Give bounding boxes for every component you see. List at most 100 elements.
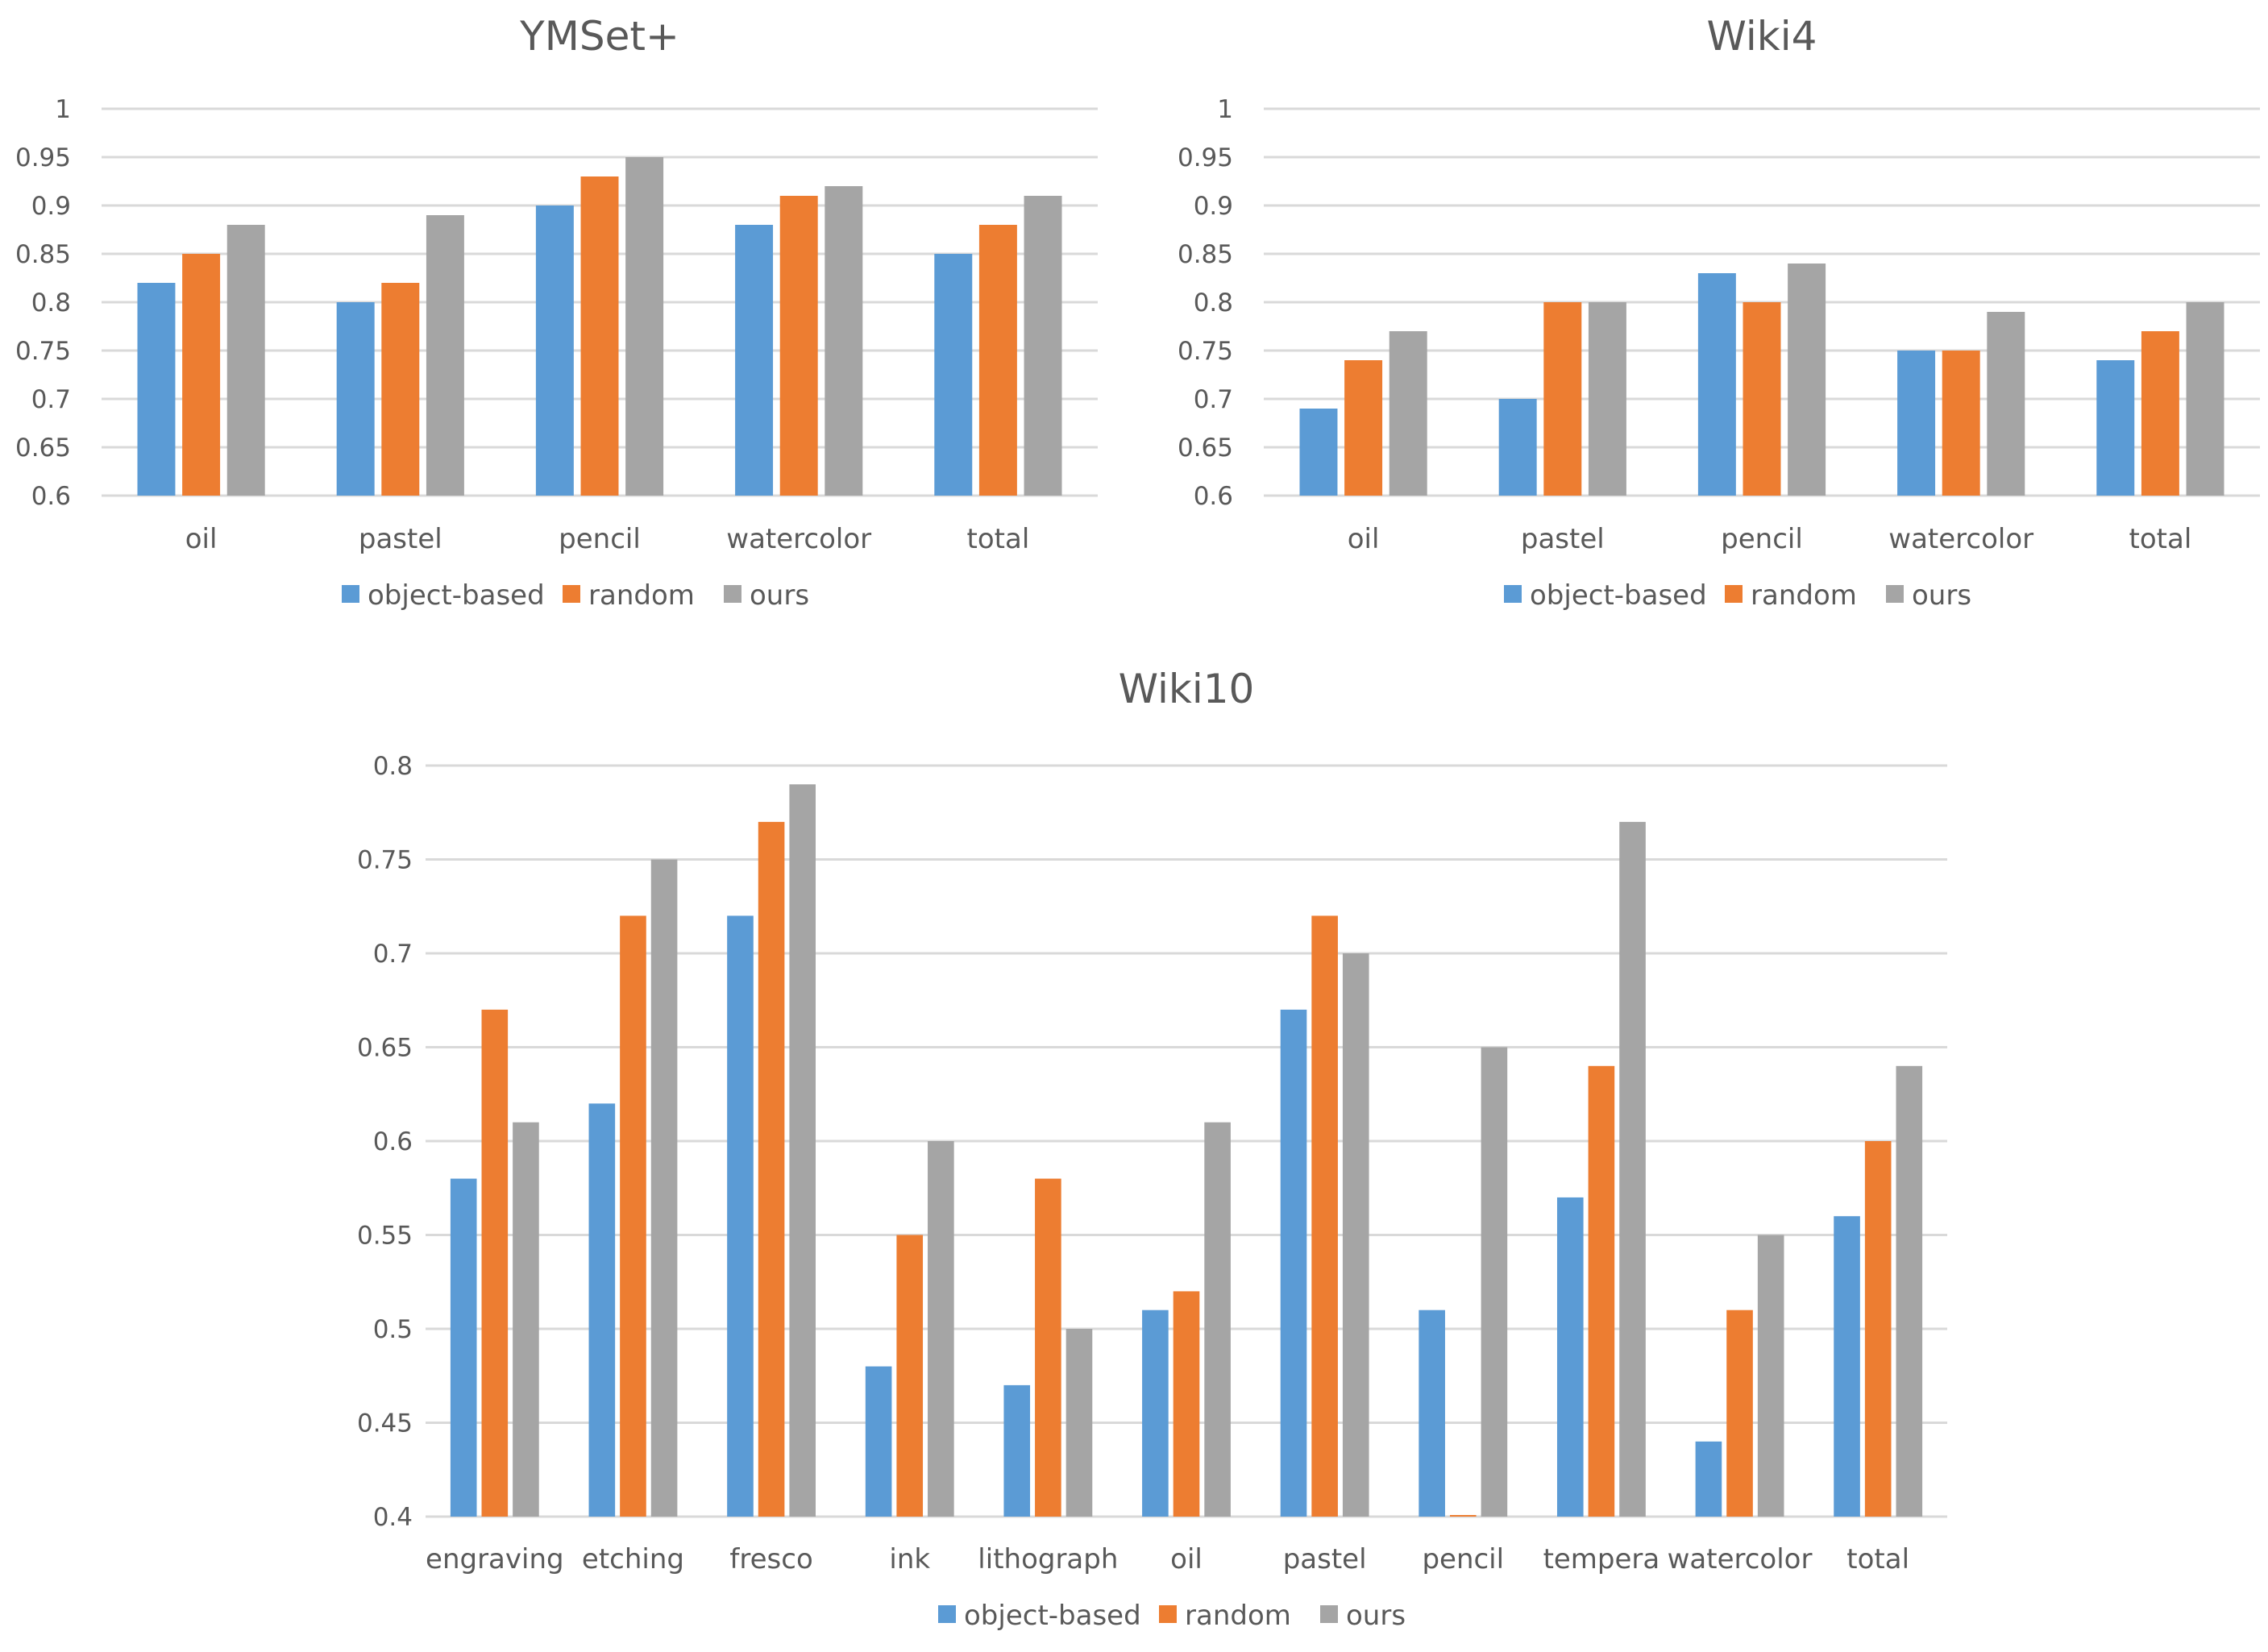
y-tick-label: 1 — [1217, 95, 1233, 124]
bar-random-ink — [896, 1235, 924, 1517]
bar-ours-watercolor — [1987, 312, 2025, 496]
bar-object-based-pastel — [1498, 399, 1537, 496]
bar-random-oil — [182, 254, 221, 496]
bar-random-fresco — [758, 821, 785, 1517]
bar-random-watercolor — [1942, 351, 1980, 496]
bar-ours-pastel — [1342, 953, 1369, 1517]
x-tick-label: ink — [889, 1543, 930, 1575]
x-tick-label: pencil — [1422, 1543, 1504, 1575]
y-tick-label: 0.5 — [373, 1315, 413, 1344]
x-tick-label: engraving — [426, 1543, 564, 1575]
y-tick-label: 0.65 — [15, 434, 71, 463]
bar-ours-pastel — [426, 215, 464, 496]
bar-random-pencil — [1449, 1515, 1477, 1517]
x-tick-label: fresco — [729, 1543, 812, 1575]
x-tick-label: total — [2129, 523, 2192, 555]
legend: object-based random ours — [938, 1600, 1406, 1632]
y-tick-label: 0.6 — [1194, 482, 1233, 511]
y-tick-label: 0.75 — [1178, 337, 1233, 366]
bar-object-based-ink — [865, 1366, 892, 1517]
bar-random-oil — [1173, 1291, 1200, 1517]
bar-random-pastel — [1543, 302, 1582, 496]
legend-label-object-based: object-based — [964, 1600, 1141, 1632]
y-tick-label: 0.65 — [357, 1034, 413, 1063]
bar-object-based-pencil — [535, 205, 574, 496]
bar-ours-etching — [650, 859, 678, 1517]
bar-random-pencil — [1743, 302, 1781, 496]
x-tick-label: watercolor — [1888, 523, 2033, 555]
x-tick-label: total — [1846, 1543, 1909, 1575]
bar-random-oil — [1344, 360, 1383, 496]
y-tick-label: 0.8 — [31, 288, 71, 318]
bar-ours-oil — [1204, 1122, 1231, 1517]
legend-swatch-random — [1159, 1605, 1177, 1623]
bar-object-based-etching — [588, 1103, 616, 1517]
bar-random-total — [1864, 1141, 1892, 1517]
chart-title: Wiki4 — [1707, 13, 1817, 60]
x-tick-label: pastel — [359, 523, 442, 555]
x-tick-label: pencil — [559, 523, 641, 555]
legend-label-ours: ours — [1346, 1600, 1406, 1632]
bar-object-based-pencil — [1419, 1310, 1445, 1517]
bar-object-based-pastel — [336, 302, 375, 496]
bar-ours-ink — [928, 1141, 954, 1517]
legend-label-random: random — [1751, 579, 1857, 612]
bar-ours-fresco — [789, 784, 816, 1517]
bar-random-lithograph — [1035, 1178, 1061, 1517]
bar-random-engraving — [481, 1009, 509, 1517]
legend-swatch-random — [1725, 585, 1743, 603]
bar-object-based-watercolor — [1897, 351, 1936, 496]
bar-random-total — [2141, 331, 2179, 496]
y-tick-label: 0.95 — [1178, 143, 1233, 172]
bar-object-based-pastel — [1280, 1009, 1307, 1517]
bar-ours-oil — [226, 225, 265, 496]
x-tick-label: tempera — [1543, 1543, 1660, 1575]
y-tick-label: 0.7 — [373, 940, 413, 969]
y-tick-label: 0.75 — [357, 846, 413, 875]
chart-ymset-: YMSet+ 0.6 0.65 0.7 0.75 0.8 0.85 0.9 0.95 1 oil pa… — [15, 13, 1098, 612]
x-tick-label: total — [967, 523, 1030, 555]
y-tick-label: 0.8 — [373, 752, 413, 781]
x-tick-label: oil — [185, 523, 218, 555]
legend-label-random: random — [1185, 1600, 1291, 1632]
bar-object-based-total — [1834, 1216, 1860, 1517]
bar-random-watercolor — [1726, 1310, 1753, 1517]
y-tick-label: 0.8 — [1194, 288, 1233, 318]
legend-label-object-based: object-based — [1530, 579, 1707, 612]
bar-random-watercolor — [779, 196, 818, 496]
x-tick-label: pastel — [1521, 523, 1605, 555]
bar-ours-watercolor — [825, 186, 863, 496]
bar-ours-pencil — [1788, 264, 1826, 496]
bar-random-pastel — [1311, 915, 1338, 1517]
legend: object-based random ours — [342, 579, 809, 612]
bar-ours-pencil — [1481, 1047, 1508, 1517]
y-tick-label: 0.6 — [373, 1127, 413, 1156]
bar-random-pencil — [580, 176, 619, 496]
bar-object-based-oil — [1142, 1310, 1169, 1517]
x-tick-label: watercolor — [1668, 1543, 1813, 1575]
y-tick-label: 0.45 — [357, 1409, 413, 1438]
bar-object-based-tempera — [1556, 1197, 1584, 1517]
bar-ours-total — [2186, 302, 2224, 496]
bar-object-based-oil — [137, 283, 176, 496]
legend-label-ours: ours — [1912, 579, 1971, 612]
x-tick-label: etching — [582, 1543, 684, 1575]
chart-wiki10: Wiki10 0.4 0.45 0.5 0.55 0.6 0.65 0.7 0.75 0.8 eng… — [357, 666, 1947, 1632]
bar-ours-pencil — [625, 157, 664, 496]
y-tick-label: 0.65 — [1178, 434, 1233, 463]
bar-object-based-pencil — [1697, 273, 1736, 496]
chart-title: YMSet+ — [519, 13, 679, 60]
y-tick-label: 0.7 — [1194, 385, 1233, 414]
x-tick-label: pencil — [1721, 523, 1803, 555]
legend-swatch-object-based — [1504, 585, 1522, 603]
y-tick-label: 0.85 — [15, 240, 71, 269]
bar-object-based-watercolor — [735, 225, 774, 496]
legend-swatch-object-based — [342, 585, 359, 603]
legend-swatch-ours — [724, 585, 741, 603]
y-tick-label: 0.9 — [1194, 192, 1233, 221]
legend-label-object-based: object-based — [368, 579, 545, 612]
y-tick-label: 0.9 — [31, 192, 71, 221]
bar-ours-engraving — [513, 1122, 539, 1517]
bar-random-pastel — [381, 283, 420, 496]
bar-object-based-engraving — [450, 1178, 477, 1517]
